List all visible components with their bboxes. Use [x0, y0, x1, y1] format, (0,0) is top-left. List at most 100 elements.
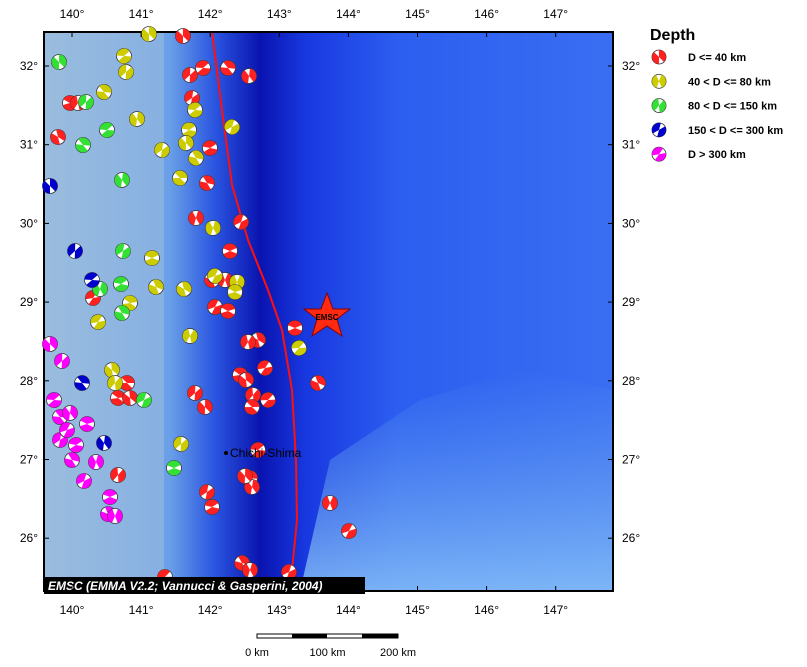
focal-mechanism [79, 416, 95, 432]
ball-quadrant [59, 422, 71, 433]
ball-quadrant [176, 285, 186, 297]
trench-line [211, 31, 299, 592]
lat-label-left: 28° [20, 374, 38, 388]
ball-quadrant [96, 454, 104, 469]
focal-mechanism [651, 98, 667, 113]
ball-quadrant [287, 320, 302, 328]
ball-quadrant [178, 137, 186, 151]
place-label: Chichi-Shima [230, 446, 302, 460]
focal-mechanism [176, 281, 192, 297]
ball-quadrant [88, 455, 96, 470]
ball-quadrant [253, 389, 261, 403]
ball-quadrant [54, 353, 63, 367]
lon-label-top: 143° [267, 7, 292, 21]
ball-quadrant [74, 382, 87, 391]
ball-quadrant [659, 50, 666, 62]
ball-quadrant [207, 268, 219, 279]
ball-quadrant [196, 210, 204, 225]
ball-quadrant [70, 405, 78, 419]
ball-quadrant [315, 375, 326, 386]
ball-quadrant [205, 399, 213, 413]
lon-label-top: 146° [474, 7, 499, 21]
lat-label-right: 29° [622, 295, 640, 309]
map-area: Chichi-Shima EMSC EMSC (EMMA V2.2; Vannu… [42, 26, 614, 594]
focal-mechanism [222, 243, 238, 259]
focal-mechanism [204, 499, 220, 515]
ball-quadrant [115, 243, 125, 256]
ball-quadrant [260, 392, 273, 401]
ball-quadrant [202, 140, 217, 148]
ball-quadrant [103, 497, 118, 505]
ball-quadrant [181, 122, 196, 130]
focal-mechanism [250, 442, 266, 458]
place-marker [224, 451, 228, 455]
ball-quadrant [118, 469, 126, 483]
focal-mechanism [51, 54, 67, 70]
ball-quadrant [199, 484, 209, 497]
ball-quadrant [188, 156, 200, 166]
ball-quadrant [203, 175, 215, 185]
ball-quadrant [129, 390, 138, 403]
focal-mechanism [187, 385, 203, 401]
focal-mechanism [113, 276, 129, 292]
lon-label-bottom: 143° [267, 603, 292, 617]
focal-mechanism [199, 484, 215, 500]
ball-quadrant [652, 75, 659, 88]
ball-quadrant [652, 147, 663, 156]
legend-label: D > 300 km [688, 149, 746, 161]
focal-mechanism [54, 353, 70, 369]
ball-quadrant [175, 30, 183, 44]
lon-label-top: 142° [198, 7, 223, 21]
lat-label-left: 31° [20, 138, 38, 152]
focal-mechanism [74, 375, 90, 391]
ball-quadrant [42, 180, 50, 194]
focal-mechanism [144, 250, 160, 266]
ball-quadrant [195, 60, 209, 68]
ball-quadrant [154, 142, 164, 155]
focal-mechanism [62, 405, 78, 421]
focal-mechanism [90, 314, 106, 330]
ball-quadrant [50, 178, 58, 192]
ball-quadrant [245, 468, 253, 482]
ball-quadrant [115, 509, 123, 523]
ball-quadrant [62, 407, 70, 421]
ball-quadrant [182, 281, 192, 293]
ball-quadrant [68, 437, 83, 445]
ball-quadrant [78, 94, 87, 108]
ball-quadrant [61, 355, 70, 369]
focal-mechanism [110, 467, 126, 483]
ball-quadrant [58, 435, 68, 448]
lon-label-bottom: 144° [336, 603, 361, 617]
ball-quadrant [192, 150, 204, 160]
ball-quadrant [121, 246, 131, 259]
ball-quadrant [182, 67, 191, 81]
ball-quadrant [241, 70, 249, 84]
legend-label: 150 < D <= 300 km [688, 125, 783, 137]
ball-quadrant [345, 528, 357, 539]
focal-mechanism [322, 495, 338, 511]
ball-quadrant [205, 487, 215, 500]
focal-mechanism [116, 48, 132, 64]
ball-quadrant [205, 221, 213, 236]
focal-mechanism [42, 336, 58, 352]
ball-quadrant [204, 499, 219, 507]
focal-mechanism [59, 422, 75, 438]
lat-label-right: 31° [622, 138, 640, 152]
focal-mechanism [220, 303, 236, 319]
focal-mechanism [75, 137, 91, 153]
ball-quadrant [42, 338, 50, 352]
ball-quadrant [294, 347, 307, 356]
ball-quadrant [187, 102, 201, 110]
focal-mechanism [310, 375, 326, 391]
ball-quadrant [93, 320, 106, 330]
ball-quadrant [110, 467, 118, 481]
ball-quadrant [203, 148, 218, 156]
lon-label-bottom: 146° [474, 603, 499, 617]
ball-quadrant [85, 96, 94, 110]
ball-quadrant [137, 111, 145, 125]
ball-quadrant [116, 48, 130, 56]
ball-quadrant [167, 468, 182, 476]
focal-mechanisms [42, 26, 357, 585]
ball-quadrant [157, 569, 171, 578]
ball-quadrant [213, 220, 221, 235]
